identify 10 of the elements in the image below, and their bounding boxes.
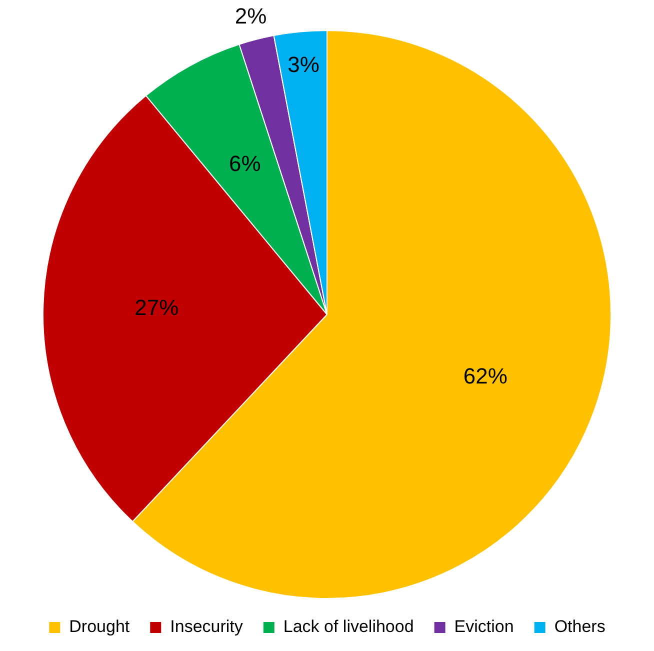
legend-label: Lack of livelihood	[283, 617, 414, 636]
data-label: 62%	[463, 363, 508, 388]
data-label: 3%	[288, 52, 320, 77]
legend-label: Eviction	[454, 617, 514, 636]
data-label: 27%	[134, 295, 179, 320]
data-label: 2%	[234, 3, 267, 28]
data-label: 6%	[229, 151, 261, 176]
legend-label: Insecurity	[170, 617, 244, 636]
legend-label: Drought	[69, 617, 130, 636]
legend-label: Others	[554, 617, 606, 636]
